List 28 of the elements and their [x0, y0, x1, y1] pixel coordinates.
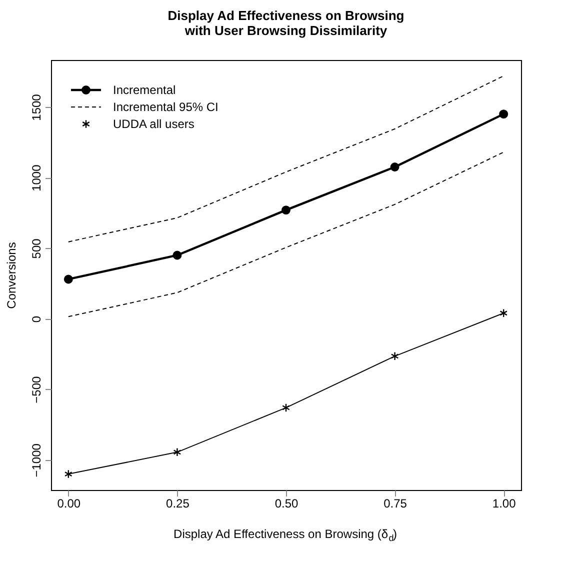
- x-tick-label: 0.75: [384, 496, 408, 510]
- y-axis-title: Conversions: [4, 242, 18, 309]
- point: [173, 448, 182, 457]
- y-tick-label: 1000: [30, 164, 44, 192]
- x-tick-label: 0.50: [274, 496, 298, 510]
- point: [282, 206, 290, 215]
- point: [64, 274, 73, 284]
- line-series: [68, 75, 504, 242]
- point: [499, 110, 508, 119]
- point: [390, 352, 399, 361]
- y-tick-label: −500: [30, 376, 44, 404]
- chart-title: Display Ad Effectiveness on Browsing with User Browsing Dissimilarity: [168, 8, 404, 38]
- y-tick-label: −1000: [30, 443, 44, 478]
- point: [390, 162, 400, 172]
- legend-label: Incremental 95% CI: [113, 100, 218, 114]
- x-tick-label: 0.00: [57, 496, 81, 510]
- y-tick-label: 1500: [30, 94, 44, 121]
- point: [172, 250, 182, 260]
- legend-label: UDDA all users: [113, 117, 194, 131]
- point: [282, 403, 290, 412]
- x-tick-label: 1.00: [492, 496, 516, 510]
- y-tick-label: 0: [30, 316, 44, 323]
- legend-label: Incremental: [113, 83, 176, 97]
- point: [500, 308, 508, 318]
- line-series: [68, 152, 504, 318]
- point: [64, 470, 72, 479]
- x-tick-label: 0.25: [166, 496, 190, 510]
- y-tick-label: 500: [30, 238, 44, 259]
